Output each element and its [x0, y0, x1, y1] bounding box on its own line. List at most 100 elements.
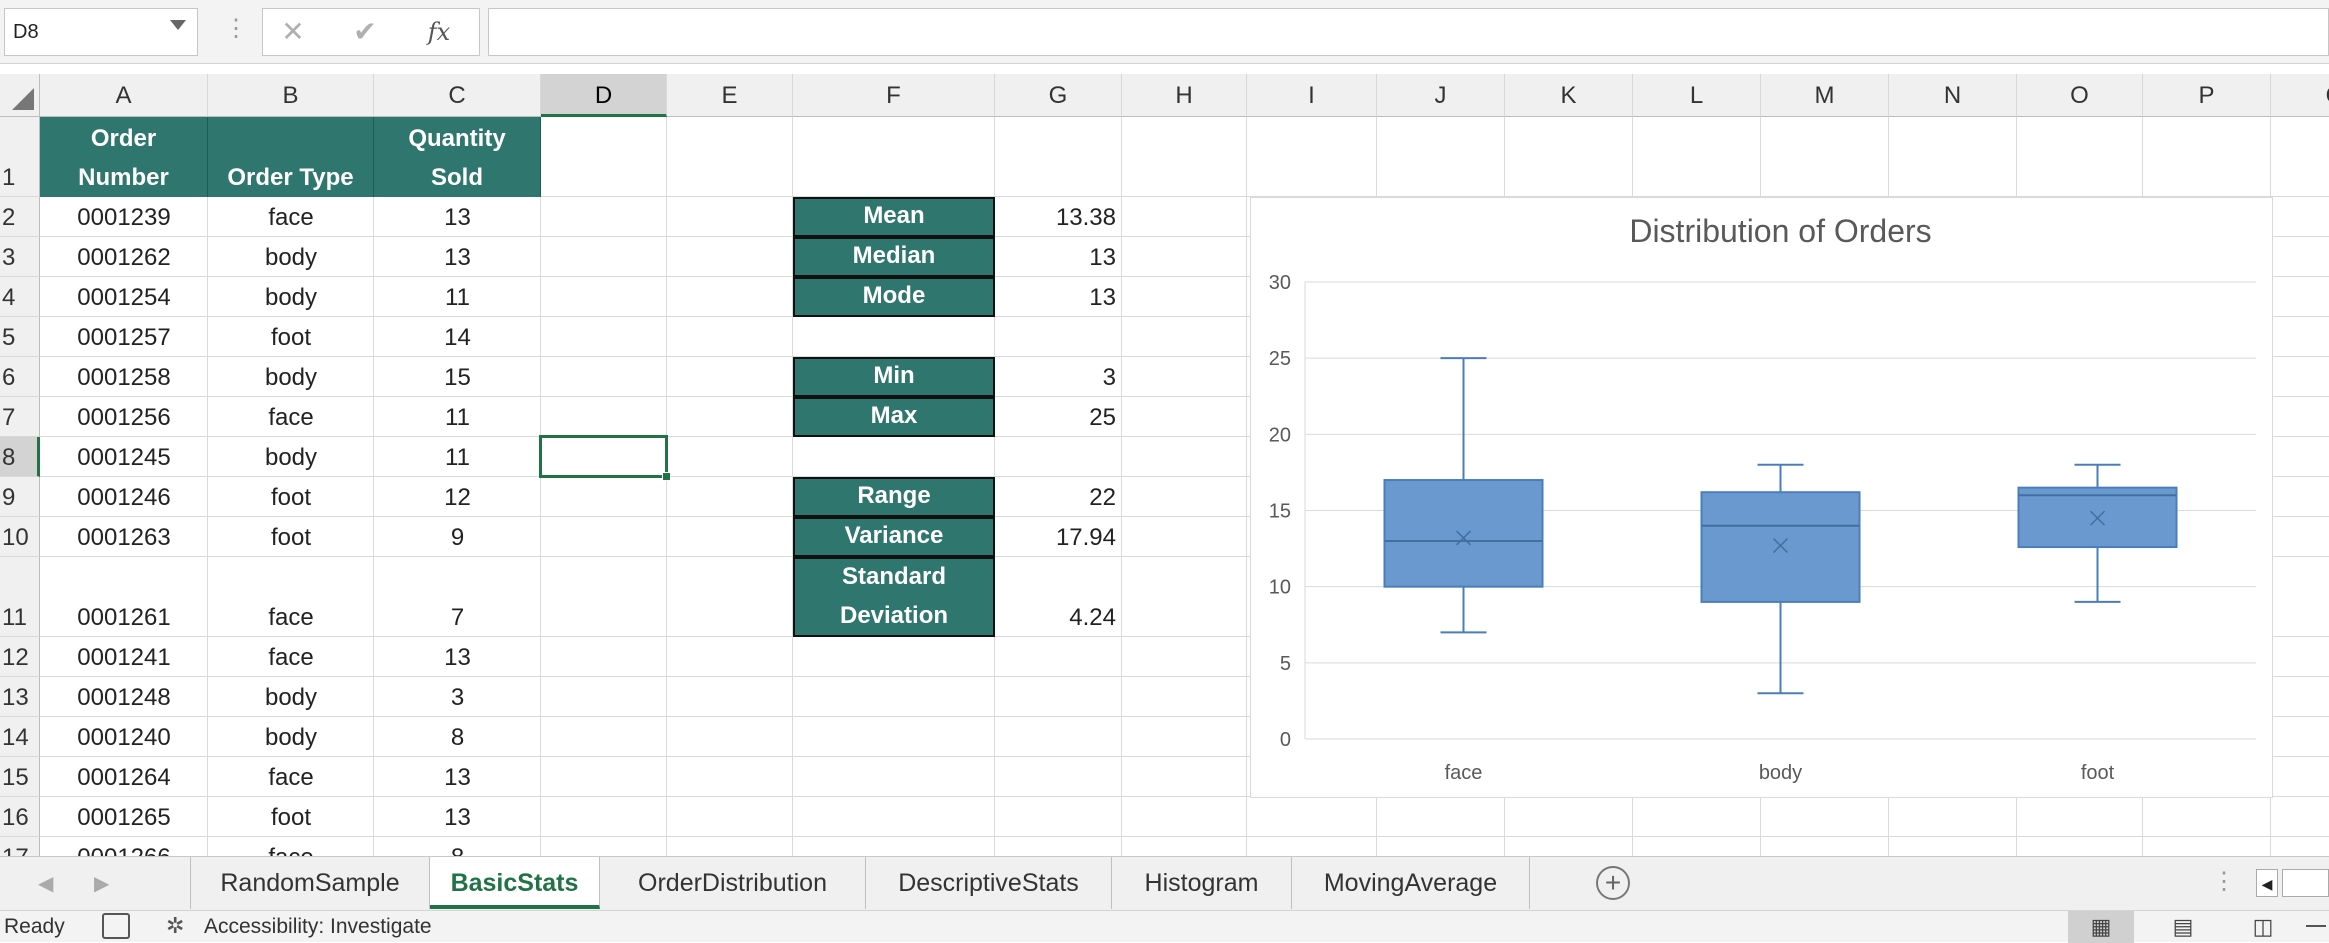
row-header-6[interactable]: 6 [0, 357, 40, 397]
table-cell[interactable]: face [268, 404, 314, 431]
table-cell[interactable]: 0001240 [77, 724, 171, 751]
row-header-11[interactable]: 11 [0, 557, 40, 637]
column-header-g[interactable]: G [995, 74, 1122, 117]
table-cell[interactable]: 15 [444, 364, 471, 391]
column-header-j[interactable]: J [1377, 74, 1505, 117]
stat-value[interactable]: 13.38 [1055, 204, 1116, 231]
row-header-10[interactable]: 10 [0, 517, 40, 557]
normal-view-icon[interactable]: ▦ [2068, 911, 2134, 943]
stat-label[interactable]: Mean [793, 197, 995, 237]
table-cell[interactable]: body [264, 284, 318, 311]
row-header-13[interactable]: 13 [0, 677, 40, 717]
row-header-9[interactable]: 9 [0, 477, 40, 517]
insert-function-icon[interactable]: fx [427, 18, 451, 46]
sheet-tab-basicstats[interactable]: BasicStats [430, 857, 600, 909]
row-header-14[interactable]: 14 [0, 717, 40, 757]
stat-value[interactable]: 17.94 [1055, 524, 1116, 551]
stat-value[interactable]: 22 [1089, 484, 1116, 511]
column-header-c[interactable]: C [374, 74, 541, 117]
column-header-d[interactable]: D [541, 74, 667, 117]
chevron-down-icon[interactable] [170, 20, 186, 30]
table-header-cell[interactable]: Order Type [208, 117, 374, 197]
table-cell[interactable]: 13 [444, 644, 471, 671]
zoom-out-icon[interactable] [2306, 925, 2326, 927]
column-header-e[interactable]: E [667, 74, 793, 117]
table-cell[interactable]: 7 [450, 604, 465, 631]
table-cell[interactable]: 13 [444, 764, 471, 791]
row-header-2[interactable]: 2 [0, 197, 40, 237]
table-header-cell[interactable]: Quantity Sold [374, 117, 541, 197]
row-header-12[interactable]: 12 [0, 637, 40, 677]
table-cell[interactable]: face [268, 764, 314, 791]
row-header-8[interactable]: 8 [0, 437, 40, 477]
stat-value[interactable]: 4.24 [1069, 604, 1116, 631]
column-header-i[interactable]: I [1247, 74, 1377, 117]
table-cell[interactable]: body [264, 364, 318, 391]
table-cell[interactable]: 0001266 [40, 837, 208, 856]
stat-label[interactable]: Min [793, 357, 995, 397]
stat-label[interactable]: Mode [793, 277, 995, 317]
stat-value[interactable]: 13 [1089, 244, 1116, 271]
row-header-4[interactable]: 4 [0, 277, 40, 317]
macro-record-icon[interactable] [102, 913, 130, 939]
stat-label[interactable]: Median [793, 237, 995, 277]
select-all-button[interactable] [0, 74, 40, 117]
table-cell[interactable]: 0001258 [77, 364, 171, 391]
table-cell[interactable]: 13 [444, 204, 471, 231]
row-header-15[interactable]: 15 [0, 757, 40, 797]
scroll-tabs-right-icon[interactable]: ▶ [94, 873, 110, 895]
table-cell[interactable]: foot [270, 484, 312, 511]
table-header-cell[interactable]: Order Number [40, 117, 208, 197]
table-cell[interactable]: 0001261 [77, 604, 171, 631]
stat-value[interactable]: 3 [1102, 364, 1116, 391]
page-layout-view-icon[interactable]: ▤ [2172, 914, 2194, 939]
table-cell[interactable]: 8 [450, 724, 465, 751]
sheet-tab-orderdistribution[interactable]: OrderDistribution [600, 857, 866, 909]
table-cell[interactable]: face [208, 837, 374, 856]
table-cell[interactable]: 0001246 [77, 484, 171, 511]
more-options-icon[interactable]: ⋮ [2212, 868, 2236, 895]
fill-handle[interactable] [662, 472, 671, 481]
row-header-7[interactable]: 7 [0, 397, 40, 437]
table-cell[interactable]: face [268, 604, 314, 631]
row-header-3[interactable]: 3 [0, 237, 40, 277]
stat-value[interactable]: 13 [1089, 284, 1116, 311]
column-header-f[interactable]: F [793, 74, 995, 117]
table-cell[interactable]: 0001241 [77, 644, 171, 671]
accessibility-status[interactable]: Accessibility: Investigate [204, 915, 432, 938]
stat-label[interactable]: Max [793, 397, 995, 437]
row-header-17[interactable]: 17 [0, 837, 40, 856]
column-header-q[interactable]: Q [2271, 74, 2329, 117]
more-options-icon[interactable]: ⋮ [224, 15, 248, 42]
name-box[interactable]: D8 [4, 8, 198, 56]
table-cell[interactable]: 8 [374, 837, 541, 856]
table-cell[interactable]: body [264, 724, 318, 751]
horizontal-scrollbar[interactable] [2282, 869, 2329, 897]
enter-icon[interactable]: ✔ [353, 16, 377, 47]
sheet-tab-movingaverage[interactable]: MovingAverage [1292, 857, 1530, 909]
table-cell[interactable]: foot [270, 324, 312, 351]
column-header-l[interactable]: L [1633, 74, 1761, 117]
table-cell[interactable]: 0001263 [77, 524, 171, 551]
column-header-m[interactable]: M [1761, 74, 1889, 117]
table-cell[interactable]: body [264, 684, 318, 711]
table-cell[interactable]: 13 [444, 804, 471, 831]
column-header-o[interactable]: O [2017, 74, 2143, 117]
table-cell[interactable]: 11 [445, 284, 470, 311]
table-cell[interactable]: 0001264 [77, 764, 171, 791]
table-cell[interactable]: 0001262 [77, 244, 171, 271]
stat-value[interactable]: 25 [1089, 404, 1116, 431]
table-cell[interactable]: 0001265 [77, 804, 171, 831]
sheet-tab-randomsample[interactable]: RandomSample [190, 857, 430, 909]
column-header-p[interactable]: P [2143, 74, 2271, 117]
table-cell[interactable]: 0001245 [77, 444, 171, 471]
table-cell[interactable]: 14 [444, 324, 471, 351]
table-cell[interactable]: 0001257 [77, 324, 171, 351]
table-cell[interactable]: 12 [444, 484, 471, 511]
stat-label[interactable]: Standard Deviation [793, 557, 995, 637]
table-cell[interactable]: foot [270, 524, 312, 551]
cancel-icon[interactable]: ✕ [281, 16, 305, 47]
page-break-view-icon[interactable]: ◫ [2252, 914, 2274, 939]
scroll-tabs-left-icon[interactable]: ◀ [38, 873, 54, 895]
table-cell[interactable]: foot [270, 804, 312, 831]
